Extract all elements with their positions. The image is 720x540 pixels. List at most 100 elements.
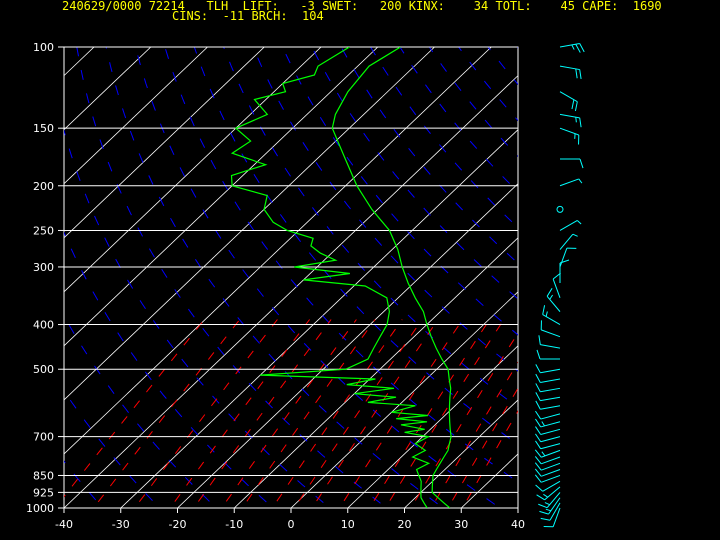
plot-frame [63,46,519,509]
y-tick-label: 200 [33,180,54,193]
dry-adiabat-line [135,47,501,508]
mixing-ratio-line [193,319,332,508]
isotherm-line [460,453,518,508]
x-tick-label: 0 [288,518,295,531]
dry-adiabat-line [164,47,518,483]
wind-barb [534,456,561,465]
mixing-ratio-line [311,319,439,508]
wind-barb [535,410,561,420]
mixing-ratio-line [271,319,403,508]
wind-barb [559,127,580,145]
isotherm-line [0,47,37,508]
y-tick-label: 400 [33,319,54,332]
y-tick-label: 1000 [26,502,54,515]
x-tick-label: 20 [398,518,412,531]
mixing-ratio-line [410,332,518,508]
sounding-header-line-1: 240629/0000 72214 TLH LIFT: -3 SWET: 200… [62,0,662,13]
wind-barb [534,462,561,471]
wind-barb [559,178,583,187]
isotherm-line [64,47,435,401]
dry-adiabat-line [193,47,518,446]
isotherm-line [290,291,518,508]
isotherm-line [347,345,518,508]
dry-adiabat-line [487,47,518,86]
dry-adiabat-line [547,47,720,518]
mixing-ratio-line [447,387,518,508]
mixing-ratio-line [92,319,241,508]
dry-adiabat-line [281,47,518,336]
x-tick-label: 10 [341,518,355,531]
dry-adiabat-line [64,128,331,508]
wind-barb [538,492,561,509]
wind-barb [552,272,561,298]
y-tick-label: 500 [33,363,54,376]
x-tick-label: 30 [454,518,468,531]
dewpoint-profile [230,47,431,508]
x-tick-label: -20 [169,518,187,531]
wind-barb [535,400,561,410]
x-tick-label: -30 [112,518,130,531]
wind-barb [535,480,561,492]
mixing-ratio-line [338,319,464,508]
isotherm-line [64,47,492,455]
wind-barb [542,305,561,325]
wind-barb [536,486,561,501]
dry-adiabat-line [428,47,518,157]
mixing-ratio-line [369,319,491,508]
wind-barb [536,349,560,360]
isotherm-line [64,47,208,185]
dry-adiabat-line [458,47,518,122]
isotherm-line [64,47,265,239]
y-tick-label: 700 [33,431,54,444]
sounding-header-line-2: CINS: -11 BRCH: 104 [172,9,324,23]
dry-adiabat-line [64,314,218,508]
wind-barb [559,65,582,80]
dry-adiabat-line [64,231,274,508]
wind-barb [535,364,561,374]
mixing-ratio-line [462,410,518,508]
temperature-profile [331,47,452,508]
wind-barb [559,113,582,128]
wind-barb [535,392,561,402]
isotherm-line [404,399,518,508]
dry-adiabat-line [64,460,104,508]
dry-adiabat-line [105,47,445,508]
wind-barb [535,383,561,393]
isotherm-line [177,183,518,508]
wind-barb [559,91,578,112]
wind-barb [535,433,561,443]
isotherm-line [64,47,322,293]
y-tick-label: 300 [33,261,54,274]
dry-adiabat-line [0,47,54,518]
wind-barb [539,497,561,515]
y-tick-label: 850 [33,469,54,482]
isotherm-line [120,129,518,508]
wind-barb [535,426,561,435]
wind-barb [534,474,561,483]
wind-barb [540,502,561,521]
wind-barb [559,220,582,231]
wind-barb [543,507,561,528]
wind-barb [559,247,577,268]
wind-barb [535,373,561,383]
wind-barb [546,287,561,312]
y-tick-label: 100 [33,41,54,54]
isotherm-line [517,507,518,508]
isotherm-line [233,237,518,508]
isotherm-line [64,75,518,508]
dry-adiabat-line [576,47,720,518]
x-tick-label: 40 [511,518,525,531]
wind-barb [534,449,561,458]
mixing-ratio-line [293,319,423,508]
mixing-ratio-line [384,319,505,508]
y-tick-label: 925 [33,486,54,499]
wind-barb [559,233,578,250]
dry-adiabat-line [606,47,720,518]
dry-adiabat-line [223,47,518,409]
dry-adiabat-line [76,47,388,508]
isotherm-line [64,47,379,347]
dry-adiabat-line [64,389,161,508]
wind-barb [559,43,585,53]
dry-adiabat-line [340,47,518,264]
